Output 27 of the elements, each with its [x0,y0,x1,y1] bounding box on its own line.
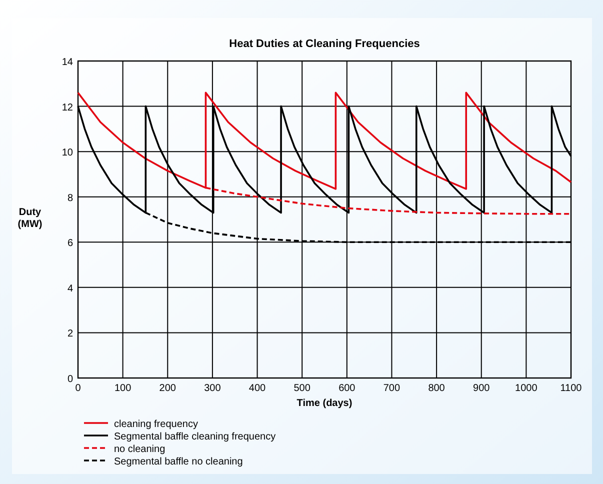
x-tick-label: 1000 [515,383,538,394]
x-tick-label: 1100 [560,383,582,394]
legend-label: cleaning frequency [114,419,198,430]
x-tick-label: 400 [248,383,266,394]
x-tick-label: 100 [114,383,132,394]
x-tick-label: 600 [338,383,356,394]
x-tick-label: 900 [473,383,490,394]
y-axis-title: Duty (MW) [18,206,42,230]
y-tick-label: 2 [67,328,74,340]
y-tick-label: 0 [67,374,74,385]
x-tick-label: 800 [428,383,446,394]
x-axis-title: Time (days) [296,398,352,409]
legend-label: Segmental baffle cleaning frequency [114,432,276,442]
y-tick-label: 12 [62,102,74,114]
chart-title: Heat Duties at Cleaning Frequencies [229,38,420,50]
legend-label: no cleaning [114,444,166,455]
y-tick-label: 6 [67,238,74,250]
x-tick-label: 500 [294,383,311,394]
y-tick-label: 8 [67,192,74,204]
x-tick-label: 200 [159,383,176,394]
x-tick-label: 0 [75,383,82,394]
y-tick-label: 10 [62,148,74,159]
legend-label: Segmental baffle no cleaning [114,456,243,468]
x-tick-label: 300 [204,383,222,394]
y-tick-label: 4 [67,283,74,294]
x-tick-label: 700 [383,383,401,394]
y-tick-label: 14 [62,57,74,68]
